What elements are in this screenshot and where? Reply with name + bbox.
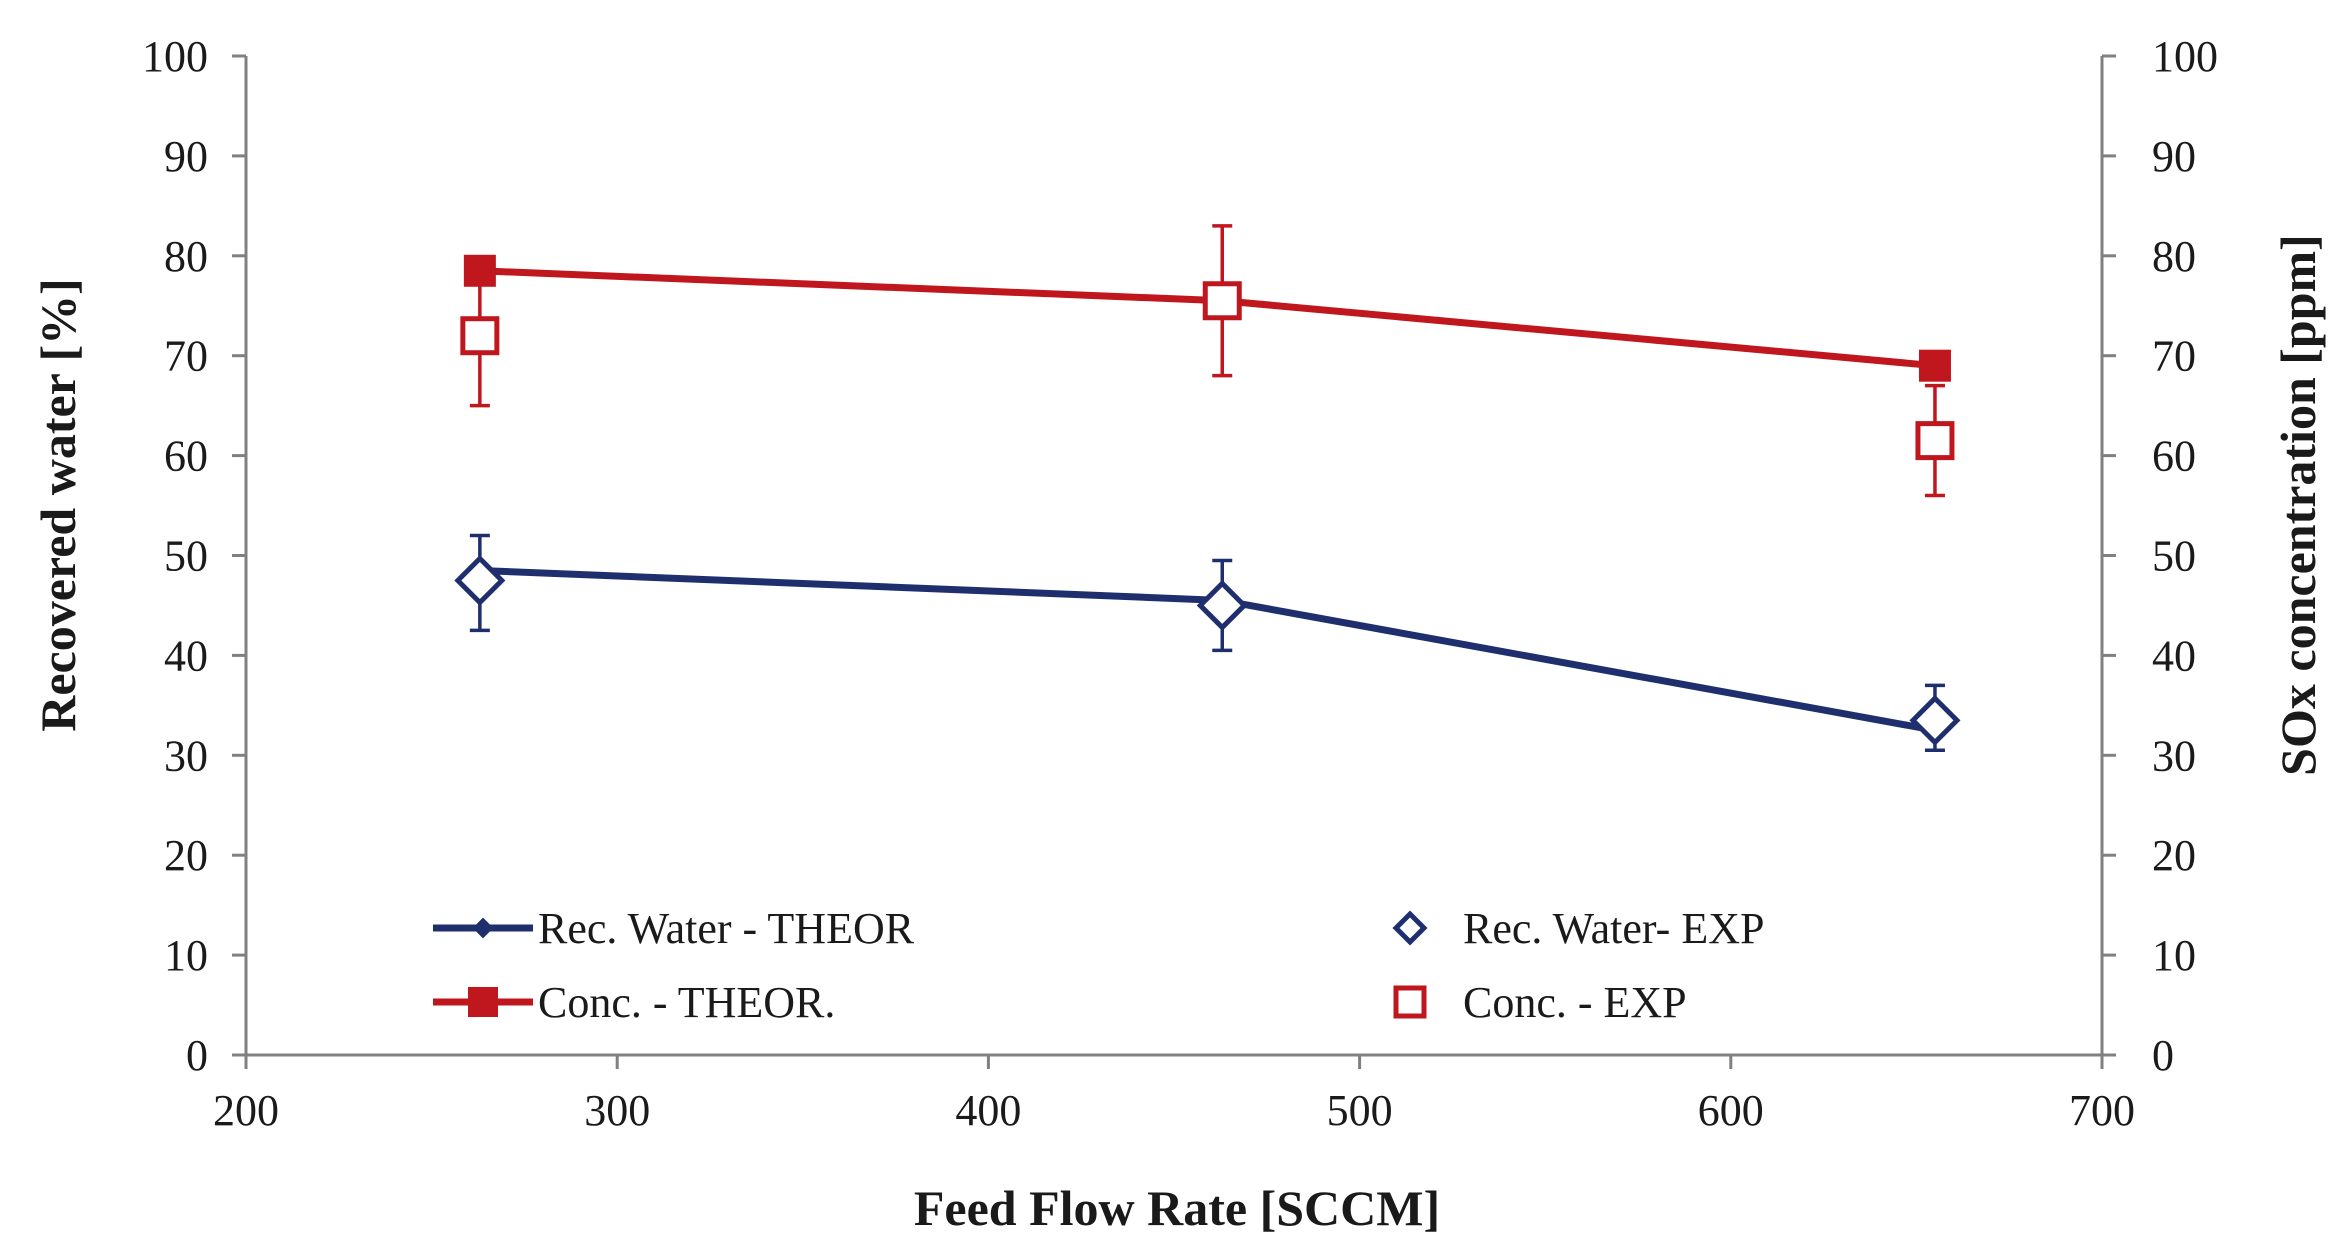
y-tick-label: 100 — [142, 32, 208, 81]
y-tick-label: 40 — [164, 631, 208, 680]
y2-tick-label: 0 — [2152, 1031, 2174, 1080]
x-tick-label: 500 — [1327, 1086, 1393, 1135]
legend-marker — [472, 917, 494, 939]
x-tick-label: 700 — [2069, 1086, 2135, 1135]
series-2 — [454, 533, 1961, 753]
legend-label: Conc. - THEOR. — [538, 978, 835, 1027]
legend-entry-0: Rec. Water - THEOR — [433, 904, 915, 953]
y2-tick-label: 50 — [2152, 532, 2196, 581]
data-point — [1909, 694, 1961, 746]
y-tick-label: 90 — [164, 132, 208, 181]
series-0 — [467, 558, 1948, 743]
legend-label: Conc. - EXP — [1463, 978, 1687, 1027]
y2-tick-label: 70 — [2152, 332, 2196, 381]
legend-label: Rec. Water- EXP — [1463, 904, 1764, 953]
series-3 — [460, 224, 1955, 498]
y-tick-label: 10 — [164, 931, 208, 980]
y-tick-label: 20 — [164, 831, 208, 880]
y-tick-label: 80 — [164, 232, 208, 281]
x-tick-label: 300 — [584, 1086, 650, 1135]
series-line — [479, 566, 1936, 734]
data-point — [1196, 579, 1248, 631]
y-axis-title: Recovered water [%] — [30, 278, 86, 732]
series-layer — [454, 224, 1961, 753]
legend: Rec. Water - THEOR Conc. - THEOR. Rec. Wat… — [433, 904, 1764, 1027]
y2-axis-title: SOx concentration [ppm] — [2270, 234, 2326, 776]
x-tick-label: 200 — [213, 1086, 279, 1135]
y2-tick-label: 10 — [2152, 931, 2196, 980]
y-tick-label: 60 — [164, 432, 208, 481]
x-tick-label: 600 — [1698, 1086, 1764, 1135]
legend-marker — [468, 987, 498, 1017]
data-point — [1202, 281, 1242, 321]
legend-entry-1: Conc. - THEOR. — [433, 978, 835, 1027]
ticks: 0 10 20 30 40 50 60 70 80 90 100 0 10 20 30 40 50 60 70 80 9… — [142, 32, 2218, 1135]
x-axis-title: Feed Flow Rate [SCCM] — [914, 1180, 1440, 1236]
y2-tick-label: 90 — [2152, 132, 2196, 181]
data-point — [1918, 349, 1951, 382]
data-point — [454, 554, 506, 607]
legend-marker — [1392, 910, 1428, 946]
y2-tick-label: 40 — [2152, 631, 2196, 680]
data-point — [460, 316, 500, 356]
y-tick-label: 30 — [164, 731, 208, 780]
y-tick-label: 50 — [164, 532, 208, 581]
legend-marker — [1393, 985, 1427, 1019]
legend-label: Rec. Water - THEOR — [538, 904, 915, 953]
y2-tick-label: 30 — [2152, 731, 2196, 780]
y2-tick-label: 80 — [2152, 232, 2196, 281]
legend-entry-2: Rec. Water- EXP — [1392, 904, 1764, 953]
y-tick-label: 0 — [186, 1031, 208, 1080]
legend-entry-3: Conc. - EXP — [1393, 978, 1687, 1027]
y-tick-label: 70 — [164, 332, 208, 381]
y2-tick-label: 20 — [2152, 831, 2196, 880]
y2-tick-label: 60 — [2152, 432, 2196, 481]
y2-tick-label: 100 — [2152, 32, 2218, 81]
x-tick-label: 400 — [955, 1086, 1021, 1135]
data-point — [1915, 421, 1955, 461]
axes — [244, 56, 2104, 1057]
